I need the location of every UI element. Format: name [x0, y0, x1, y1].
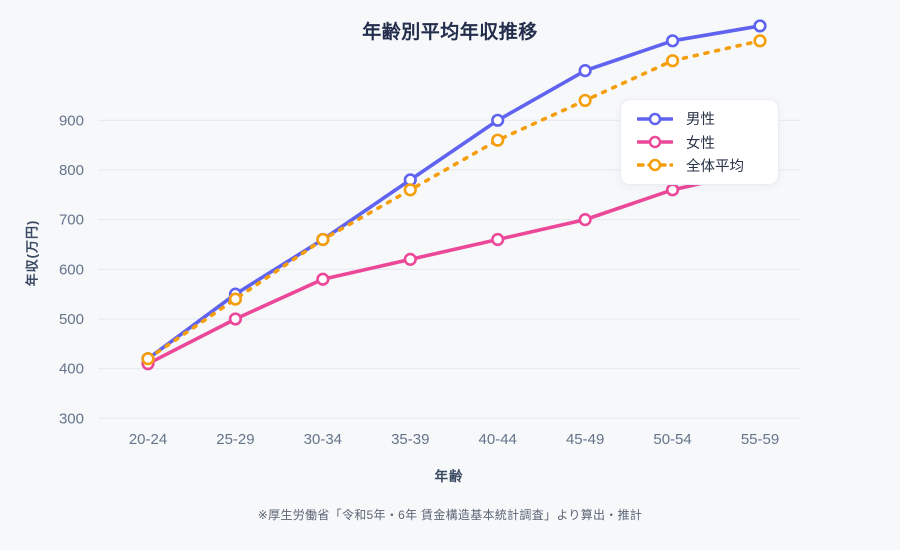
x-axis-title: 年齢 — [434, 469, 464, 484]
x-tick-label: 40-44 — [479, 431, 517, 448]
data-point-female — [578, 213, 592, 227]
data-point-female — [228, 312, 243, 326]
legend-marker-female-icon — [637, 135, 673, 149]
data-point-overall — [316, 232, 330, 247]
y-axis-title: 年収(万円) — [24, 219, 40, 287]
y-tick-label: 400 — [59, 361, 84, 378]
series-line-male — [146, 24, 762, 361]
data-point-female — [316, 272, 330, 286]
x-tick-label: 20-24 — [129, 431, 167, 448]
data-point-female — [491, 232, 505, 247]
x-tick-label: 25-29 — [216, 431, 254, 448]
x-tick-label: 30-34 — [304, 431, 342, 448]
data-point-male — [753, 19, 767, 33]
y-tick-label: 700 — [59, 212, 84, 229]
data-point-female — [665, 183, 680, 197]
data-point-overall — [665, 54, 680, 68]
data-point-overall — [403, 183, 417, 197]
data-point-overall — [228, 292, 243, 306]
y-tick-label: 900 — [59, 112, 84, 129]
data-point-male — [665, 34, 680, 48]
chart-legend: 男性 女性 全体平均 — [620, 99, 779, 185]
y-tick-label: 500 — [59, 311, 84, 328]
data-point-male — [491, 113, 505, 127]
legend-marker-male-icon — [637, 112, 673, 125]
legend-item-female[interactable]: 女性 — [637, 132, 762, 153]
y-tick-label: 800 — [59, 162, 84, 179]
legend-marker-overall-icon — [637, 159, 673, 172]
legend-label-overall: 全体平均 — [686, 158, 744, 175]
data-point-overall — [753, 34, 767, 48]
x-tick-label: 50-54 — [653, 431, 691, 448]
x-tick-label: 55-59 — [741, 431, 779, 448]
data-point-female — [403, 252, 417, 266]
chart-title: 年齢別平均年収推移 — [362, 22, 538, 43]
data-point-overall — [578, 93, 592, 108]
data-point-overall — [141, 352, 155, 366]
y-tick-label: 600 — [59, 261, 84, 278]
legend-item-overall[interactable]: 全体平均 — [637, 155, 762, 176]
source-note: ※厚生労働省「令和5年・6年 賃金構造基本統計調査」より算出・推計 — [257, 508, 643, 522]
series-line-female — [146, 168, 762, 366]
legend-label-male: 男性 — [686, 112, 715, 129]
legend-label-female: 女性 — [686, 135, 715, 152]
y-tick-label: 300 — [59, 410, 84, 427]
x-tick-label: 35-39 — [391, 431, 429, 448]
data-point-male — [578, 64, 592, 78]
data-point-overall — [491, 133, 505, 147]
x-tick-label: 45-49 — [566, 431, 604, 448]
legend-item-male[interactable]: 男性 — [637, 108, 762, 129]
series-line-overall — [146, 39, 762, 361]
